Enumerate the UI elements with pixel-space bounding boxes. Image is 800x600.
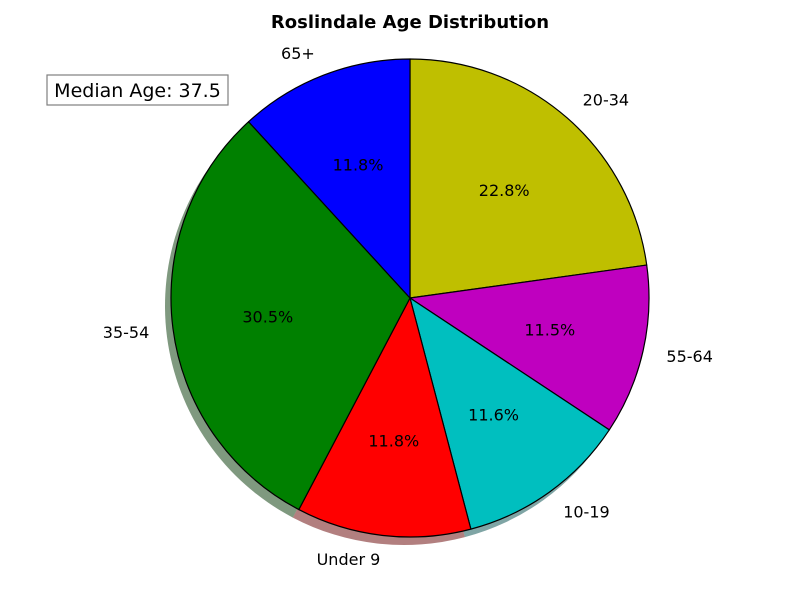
category-label-65-: 65+ bbox=[281, 44, 315, 63]
pct-label-20-34: 22.8% bbox=[479, 181, 530, 200]
category-label-55-64: 55-64 bbox=[666, 347, 713, 366]
pie-category-labels: 20-34 55-64 10-19 Under 9 35-54 65+ bbox=[103, 44, 713, 569]
category-label-10-19: 10-19 bbox=[563, 503, 610, 522]
pct-label-65-: 11.8% bbox=[333, 155, 384, 174]
pie-slice-35-54[interactable] bbox=[170, 121, 411, 511]
pie-slice-10-19[interactable] bbox=[409, 297, 610, 530]
pct-label-10-19: 11.6% bbox=[468, 406, 519, 425]
chart-title: Roslindale Age Distribution bbox=[271, 12, 549, 33]
category-label-under-9: Under 9 bbox=[317, 550, 381, 569]
median-age-annotation: Median Age: 37.5 bbox=[46, 74, 229, 106]
pie-slice-under-9[interactable] bbox=[298, 297, 472, 538]
pie-slice-65-[interactable] bbox=[248, 58, 411, 299]
pie-slice-20-34[interactable] bbox=[409, 58, 648, 299]
median-age-box bbox=[46, 74, 229, 106]
category-label-20-34: 20-34 bbox=[583, 91, 630, 110]
pie-slice-55-64[interactable] bbox=[409, 264, 650, 431]
pct-label-under-9: 11.8% bbox=[368, 432, 419, 451]
pct-label-35-54: 30.5% bbox=[242, 307, 293, 326]
pie-slices bbox=[170, 58, 650, 538]
category-label-35-54: 35-54 bbox=[103, 323, 150, 342]
pie-percent-labels: 22.8% 11.5% 11.6% 11.8% 30.5% 11.8% bbox=[242, 155, 575, 450]
median-age-text: Median Age: 37.5 bbox=[54, 80, 221, 102]
pct-label-55-64: 11.5% bbox=[524, 321, 575, 340]
